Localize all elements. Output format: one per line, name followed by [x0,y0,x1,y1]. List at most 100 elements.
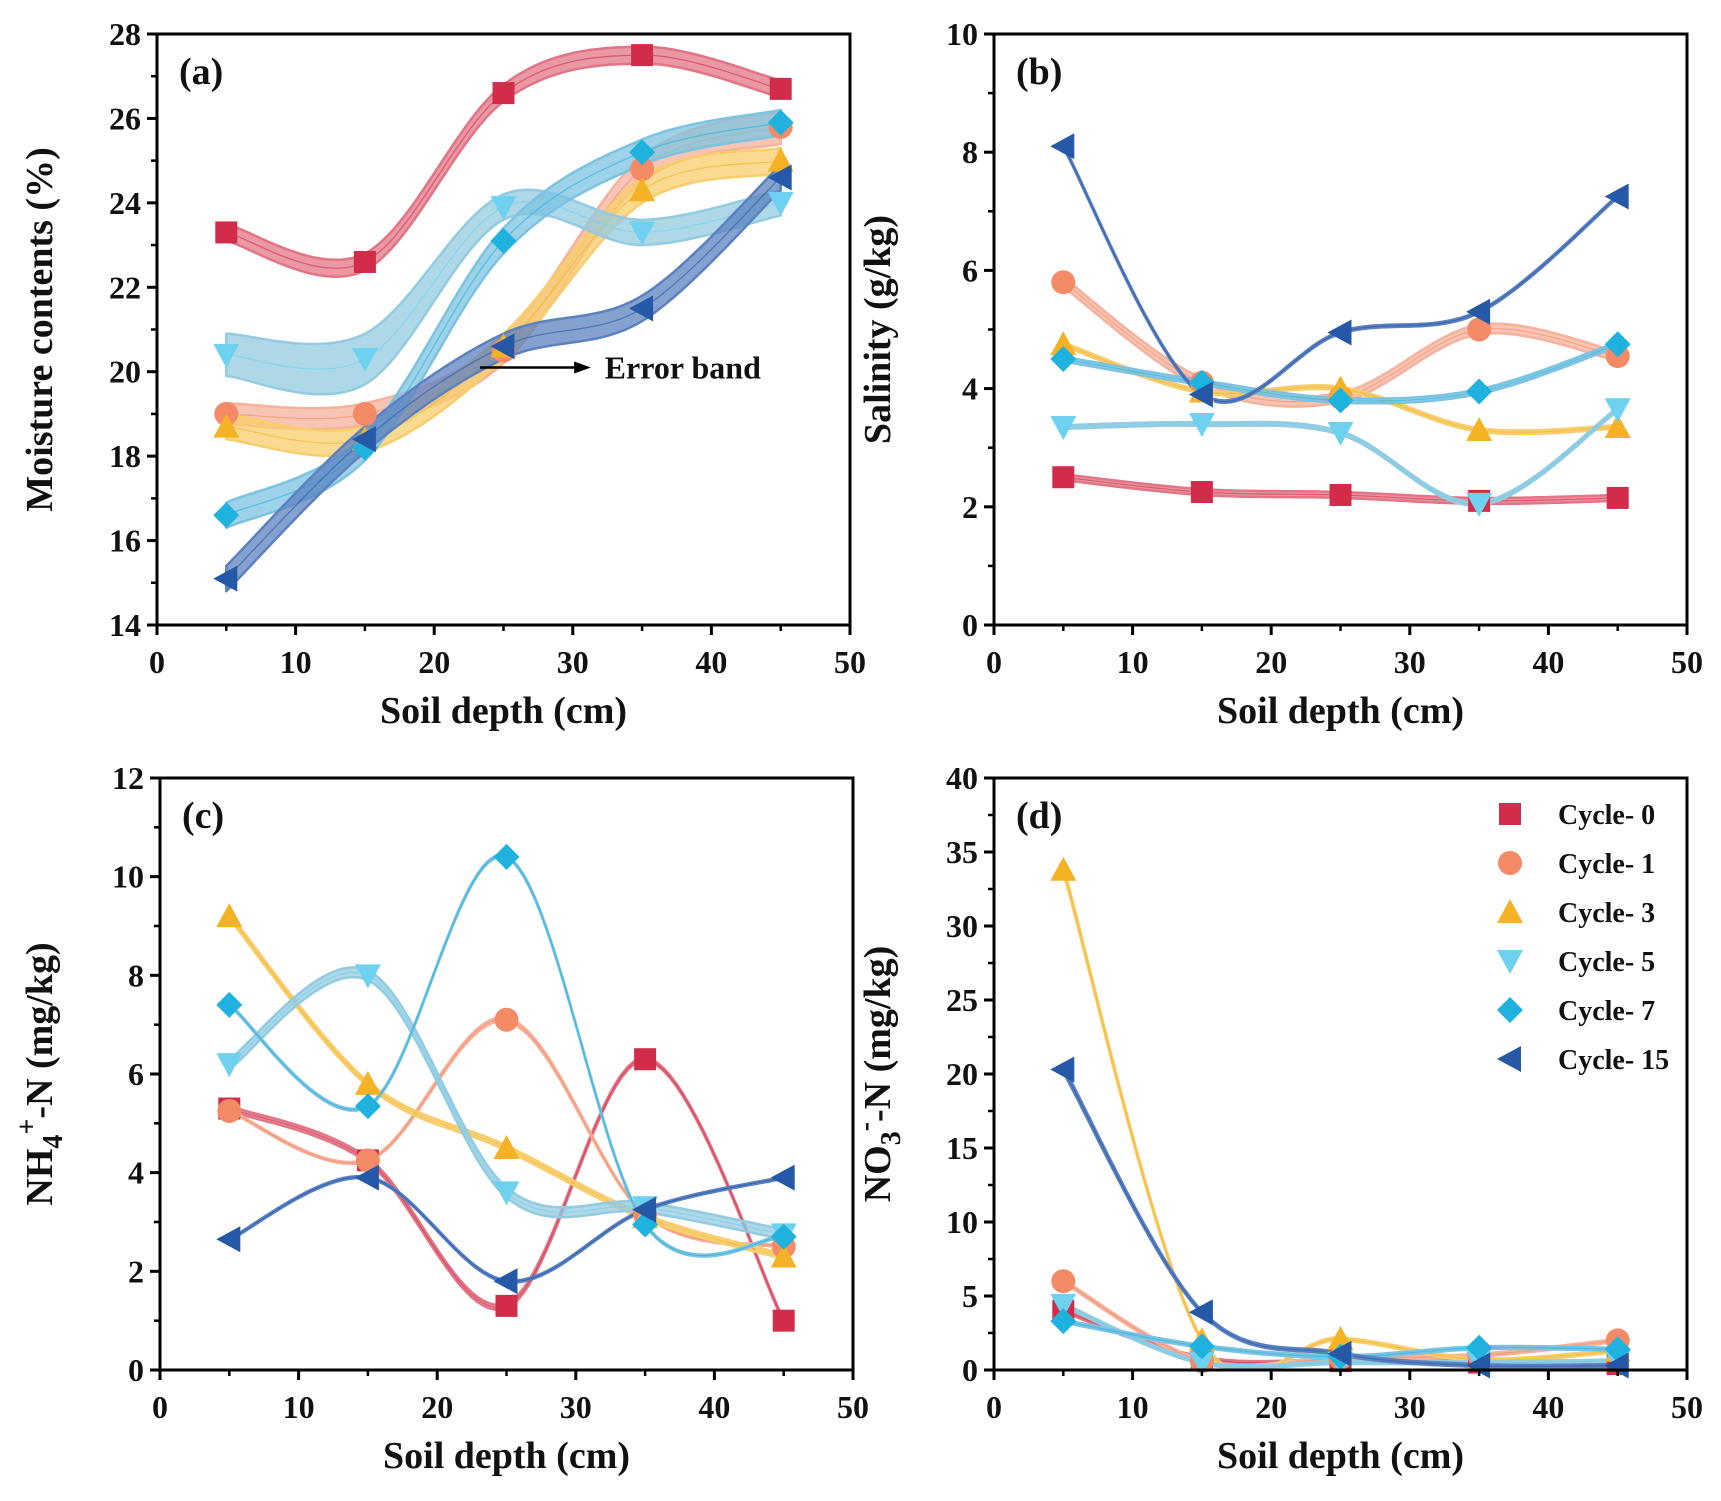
x-tick-label: 0 [152,1389,168,1425]
x-tick-label: 20 [1255,1389,1287,1425]
data-point-cycle-7 [1466,1334,1493,1361]
legend-label: Cycle- 1 [1558,849,1655,880]
data-point-cycle-3 [1497,899,1523,923]
panel-a: 0 10 20 30 40 50 14 16 18 20 22 24 26 28 (a) Soil depth… [19,16,866,732]
x-tick-label: 50 [1671,1389,1703,1425]
y-axis-label: NH4+-N (mg/kg) [12,942,69,1205]
data-point-cycle-7 [1466,378,1493,405]
y-tick-label: 10 [946,1204,978,1240]
y-tick-label: 20 [946,1056,978,1092]
data-point-cycle-0 [772,1309,795,1332]
data-point-cycle-0 [492,82,515,105]
data-point-cycle-7 [213,502,240,529]
x-tick-label: 40 [698,1389,730,1425]
data-point-cycle-7 [1188,1333,1215,1360]
y-tick-label: 30 [946,908,978,944]
legend-label: Cycle- 5 [1558,947,1655,978]
data-point-cycle-7 [490,227,517,254]
data-point-cycle-0 [1052,466,1075,489]
data-point-cycle-15 [1604,183,1629,210]
data-point-cycle-5 [216,1053,243,1078]
x-tick-label: 50 [1671,644,1703,680]
x-tick-label: 0 [149,644,165,680]
data-point-cycle-1 [1498,851,1522,875]
y-tick-label: 35 [946,834,978,870]
legend-label: Cycle- 15 [1558,1045,1669,1076]
data-point-cycle-0 [215,221,238,244]
annotation-text: Error band [605,349,761,385]
y-tick-label: 10 [112,859,144,895]
data-point-cycle-7 [629,139,656,166]
data-point-cycle-15 [1604,1352,1629,1379]
legend-item: Cycle- 5 [1497,947,1655,978]
y-axis-label: Salinity (g/kg) [857,215,899,444]
data-point-cycle-3 [1050,331,1077,356]
y-tick-label: 20 [109,354,141,390]
data-point-cycle-3 [216,903,243,928]
x-tick-label: 10 [280,644,312,680]
x-tick-label: 20 [418,644,450,680]
legend-item: Cycle- 15 [1497,1045,1669,1076]
data-point-cycle-15 [351,426,376,453]
data-point-cycle-5 [213,343,240,368]
y-tick-label: 15 [946,1130,978,1166]
y-tick-label: 16 [109,523,141,559]
data-point-cycle-1 [217,1099,242,1123]
error-band-cycle-3 [1062,865,1619,1370]
y-tick-label: 6 [128,1056,144,1092]
error-band-cycle-3 [228,912,785,1261]
data-point-cycle-15 [1327,319,1352,346]
data-point-cycle-5 [1050,1293,1077,1318]
y-tick-label: 0 [962,607,978,643]
x-tick-label: 20 [421,1389,453,1425]
y-tick-label: 40 [946,760,978,796]
x-tick-label: 30 [560,1389,592,1425]
data-point-cycle-15 [213,565,238,592]
data-point-cycle-15 [493,1268,518,1295]
error-band-cycle-15 [225,163,782,593]
data-point-cycle-0 [1190,481,1213,504]
data-point-cycle-0 [769,77,792,100]
y-tick-label: 26 [109,100,141,136]
x-tick-label: 0 [986,644,1002,680]
data-point-cycle-0 [495,1294,518,1317]
panel-c: 0 10 20 30 40 50 0 2 4 6 8 10 12 (c) Soil depth (cm) NH… [12,760,869,1477]
data-point-cycle-3 [770,1243,797,1268]
y-tick-label: 12 [112,760,144,796]
data-point-cycle-1 [1467,317,1492,342]
y-tick-label: 28 [109,16,141,52]
data-point-cycle-1 [355,1148,380,1173]
data-point-cycle-5 [1188,413,1215,438]
data-point-cycle-7 [767,109,794,136]
data-point-cycle-5 [1497,950,1523,974]
series-layer [225,45,782,593]
data-point-cycle-1 [352,401,377,426]
data-point-cycle-5 [493,1181,520,1206]
y-tick-label: 6 [962,252,978,288]
data-point-cycle-5 [1327,421,1354,446]
data-point-cycle-5 [490,196,517,221]
data-point-cycle-5 [1466,492,1493,517]
data-point-cycle-15 [1327,1340,1352,1367]
x-tick-label: 30 [557,644,589,680]
x-tick-label: 50 [834,644,866,680]
data-point-cycle-7 [770,1223,797,1250]
data-point-cycle-15 [1466,1352,1491,1379]
x-tick-label: 0 [986,1389,1002,1425]
y-tick-label: 24 [109,185,141,221]
x-tick-label: 30 [1394,1389,1426,1425]
data-point-cycle-5 [354,964,381,989]
y-tick-label: 2 [128,1253,144,1289]
data-point-cycle-15 [1050,1056,1075,1083]
x-tick-label: 40 [695,644,727,680]
data-point-cycle-1 [630,157,655,182]
y-tick-label: 14 [109,607,141,643]
data-point-cycle-7 [493,843,520,870]
data-point-cycle-15 [490,333,515,360]
data-point-cycle-0 [634,1048,657,1071]
series-line-cycle-15 [1062,1069,1618,1367]
data-point-cycle-1 [1051,1269,1076,1294]
legend: Cycle- 0 Cycle- 1 Cycle- 3 Cycle- 5 Cycle- 7… [1497,800,1669,1076]
panel-label: (a) [179,51,223,93]
data-point-cycle-7 [1327,387,1354,414]
